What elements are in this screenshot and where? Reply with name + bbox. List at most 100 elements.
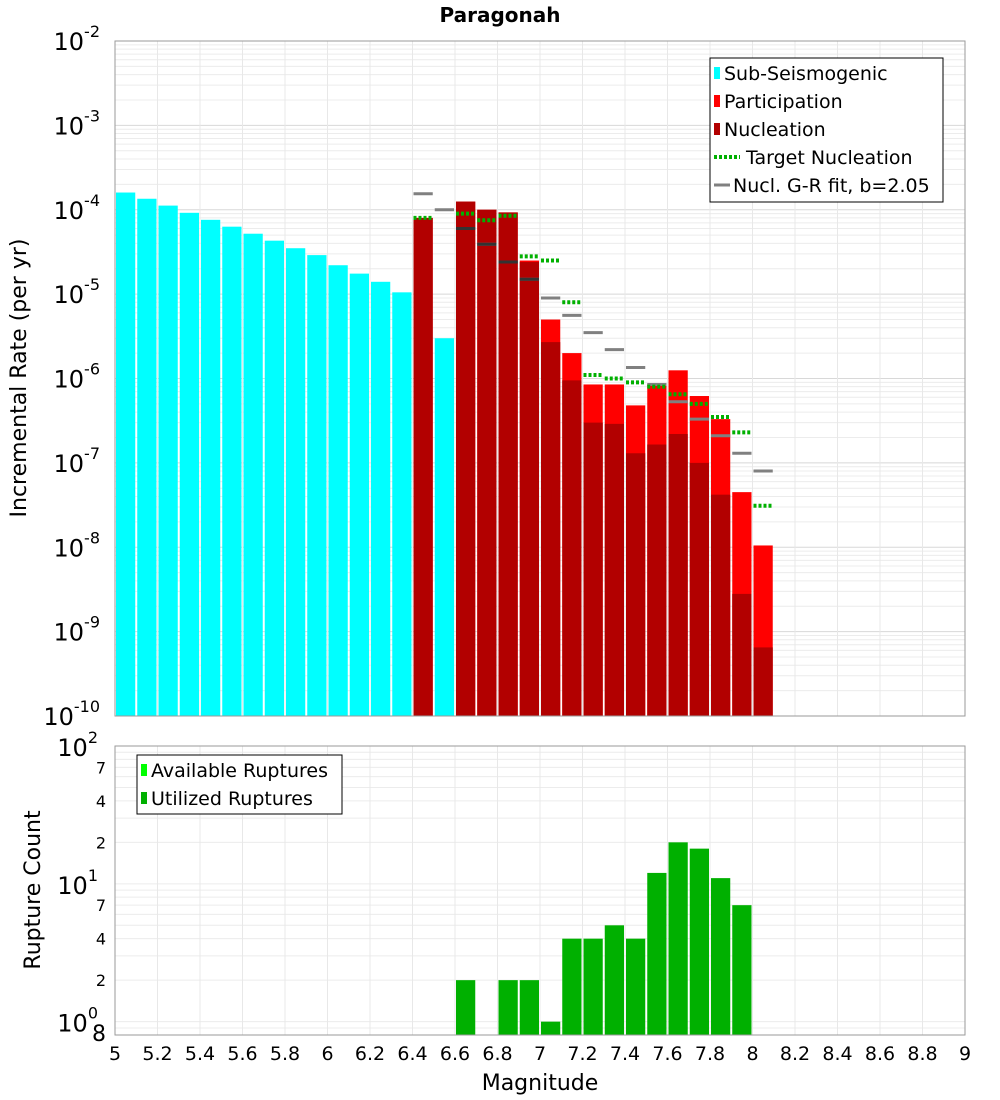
x-tick-label: 7.4 (610, 1043, 640, 1065)
x-tick-label: 6.6 (440, 1043, 470, 1065)
y-tick-base: 10 (54, 619, 85, 647)
nucleation-bar (498, 212, 518, 717)
utilized-ruptures-bar (711, 878, 731, 1035)
y-minor-tick-label: 2 (96, 971, 106, 990)
nucleation-bar (753, 647, 773, 716)
y-tick-base: 10 (54, 534, 85, 562)
rate-plot-legend: Sub-Seismogenic Participation Nucleation Ta… (709, 57, 944, 203)
y-tick-exponent: 1 (88, 866, 98, 885)
legend-label: Nucleation (724, 119, 826, 141)
y-tick-label: 10-3 (54, 106, 101, 140)
nucleation-bar (626, 453, 646, 716)
nucleation-bar (562, 380, 582, 716)
y-tick-base: 10 (54, 28, 85, 56)
legend-label: Target Nucleation (745, 147, 913, 169)
y-tick-exponent: -3 (84, 106, 100, 125)
y-tick-base: 10 (54, 366, 85, 394)
x-tick-label: 8.8 (907, 1043, 937, 1065)
sub-seismogenic-bar (222, 226, 242, 716)
y-tick-label: 10-5 (54, 275, 101, 309)
nucleation-bar (668, 433, 688, 716)
y-tick-label: 10-4 (54, 191, 101, 225)
y-major-tick-label: 100 (57, 1004, 98, 1038)
y-minor-tick-label: 4 (96, 930, 106, 949)
nucleation-bar (413, 217, 433, 716)
count-plot-frame (114, 745, 966, 1036)
sub-seismogenic-bar (286, 248, 306, 717)
x-tick-label: 6 (321, 1043, 333, 1065)
utilized-ruptures-bar (519, 980, 539, 1035)
y-tick-exponent: -2 (84, 22, 100, 41)
sub-seismogenic-bar (392, 292, 412, 716)
utilized-ruptures-bar (689, 848, 709, 1035)
y-tick-label: 10-7 (54, 444, 101, 478)
y-tick-label: 10-6 (54, 360, 101, 394)
available-ruptures-legend-swatch (141, 764, 147, 776)
x-tick-label: 7.8 (695, 1043, 725, 1065)
nucleation-bar (647, 444, 667, 716)
utilized-ruptures-bar (541, 1021, 561, 1035)
x-tick-label: 5.4 (185, 1043, 215, 1065)
nucleation-bar (732, 593, 752, 716)
y-tick-exponent: -6 (84, 360, 100, 379)
utilized-ruptures-bar (668, 842, 688, 1035)
x-tick-label: 6.4 (397, 1043, 427, 1065)
x-tick-label: 5.8 (270, 1043, 300, 1065)
x-tick-label: 5.2 (142, 1043, 172, 1065)
count-plot-x-tick-labels: 5 5.2 5.4 5.6 5.8 6 6.2 6.4 6.6 6.8 7 7.2 7.4 7.6 7.8 8… (109, 1043, 971, 1065)
utilized-ruptures-legend-swatch (141, 792, 147, 804)
count-plot-y-axis-label: Rupture Count (21, 810, 46, 970)
utilized-ruptures-bar (583, 938, 603, 1035)
y-tick-base: 10 (54, 281, 85, 309)
nucleation-bar (519, 262, 539, 716)
y-tick-base: 10 (57, 872, 88, 900)
y-tick-base: 10 (57, 734, 88, 762)
x-tick-label: 8.4 (822, 1043, 852, 1065)
count-plot-grid (114, 745, 966, 1036)
sub-seismogenic-bar (243, 233, 263, 716)
sub-seismogenic-bar (434, 338, 454, 716)
legend-label: Sub-Seismogenic (724, 63, 888, 85)
y-minor-tick-label: 8 (92, 1022, 106, 1047)
y-tick-label: 10-9 (54, 613, 101, 647)
y-minor-tick-label: 4 (96, 792, 106, 811)
y-tick-exponent: -4 (84, 191, 100, 210)
y-major-tick-label: 102 (57, 728, 98, 762)
legend-label: Nucl. G-R fit, b=2.05 (733, 175, 930, 197)
y-tick-exponent: -9 (84, 613, 100, 632)
x-tick-label: 9 (959, 1043, 971, 1065)
sub-seismogenic-bar (158, 205, 178, 716)
nucleation-bar (689, 462, 709, 716)
y-minor-tick-label: 7 (96, 758, 106, 777)
x-tick-label: 8 (746, 1043, 758, 1065)
utilized-ruptures-bar (732, 905, 752, 1035)
y-tick-base: 10 (57, 1010, 88, 1038)
y-tick-exponent: -10 (74, 697, 100, 716)
utilized-ruptures-bar (626, 938, 646, 1035)
y-tick-exponent: 0 (88, 1004, 98, 1023)
utilized-ruptures-bar (456, 980, 476, 1035)
rate-plot-bars (116, 192, 773, 717)
x-tick-label: 7 (534, 1043, 546, 1065)
y-tick-base: 10 (54, 112, 85, 140)
y-tick-base: 10 (54, 197, 85, 225)
x-tick-label: 5.6 (227, 1043, 257, 1065)
y-tick-label: 10-10 (43, 697, 100, 731)
nucleation-bar (541, 342, 561, 716)
utilized-ruptures-bar (647, 872, 667, 1035)
sub-seismogenic-bar (179, 212, 199, 716)
count-legend-box (136, 754, 343, 815)
nucleation-bar (604, 423, 624, 716)
y-minor-tick-label: 7 (96, 896, 106, 915)
x-tick-label: 6.8 (482, 1043, 512, 1065)
y-major-tick-label: 101 (57, 866, 98, 900)
rate-plot-lines (413, 192, 773, 508)
y-tick-exponent: 2 (88, 728, 98, 747)
legend-label: Participation (724, 91, 843, 113)
legend-label: Available Ruptures (151, 760, 328, 782)
nucleation-bar (711, 494, 731, 716)
count-plot-legend: Available Ruptures Utilized Ruptures (136, 754, 343, 815)
